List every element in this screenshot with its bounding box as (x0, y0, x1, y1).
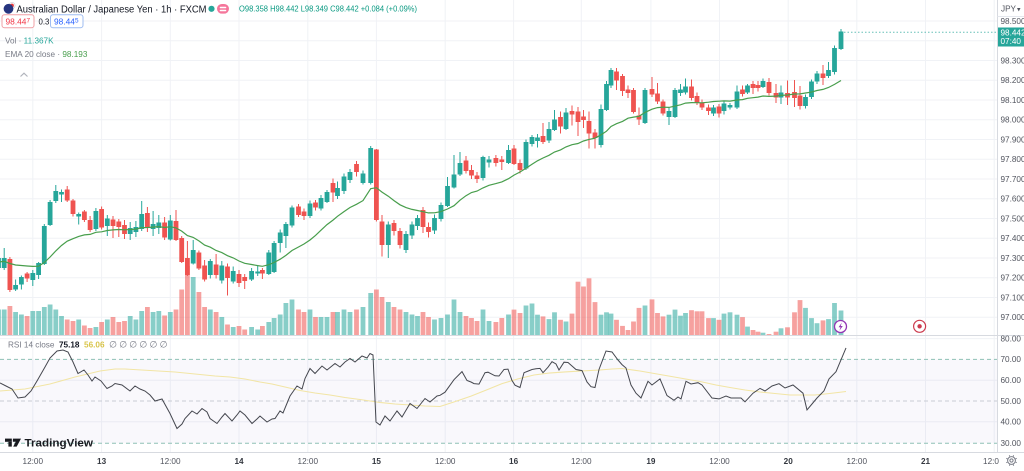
svg-text:98.100: 98.100 (1001, 96, 1024, 105)
svg-text:12:00: 12:00 (709, 457, 730, 466)
svg-text:98.200: 98.200 (1001, 76, 1024, 85)
svg-text:EMA 20 close · 98.193: EMA 20 close · 98.193 (5, 50, 88, 59)
svg-text:12:00: 12:00 (298, 457, 319, 466)
svg-text:16: 16 (509, 457, 519, 466)
svg-text:97.400: 97.400 (1001, 234, 1024, 243)
svg-text:97.600: 97.600 (1001, 195, 1024, 204)
svg-text:0.3: 0.3 (39, 17, 50, 26)
svg-text:21: 21 (921, 457, 931, 466)
svg-text:50.00: 50.00 (1001, 397, 1022, 406)
svg-text:07:40: 07:40 (1001, 37, 1022, 46)
svg-text:97.100: 97.100 (1001, 293, 1024, 302)
svg-text:97.200: 97.200 (1001, 274, 1024, 283)
svg-text:▾: ▾ (1017, 7, 1021, 14)
svg-text:98.000: 98.000 (1001, 116, 1024, 125)
svg-text:40.00: 40.00 (1001, 418, 1022, 427)
svg-text:97.700: 97.700 (1001, 175, 1024, 184)
svg-text:97.000: 97.000 (1001, 313, 1024, 322)
svg-text:19: 19 (646, 457, 656, 466)
svg-text:20: 20 (784, 457, 794, 466)
svg-text:15: 15 (372, 457, 382, 466)
svg-text:30.00: 30.00 (1001, 439, 1022, 448)
svg-text:97.900: 97.900 (1001, 135, 1024, 144)
svg-text:98.500: 98.500 (1001, 17, 1024, 26)
svg-text:80.00: 80.00 (1001, 334, 1022, 343)
svg-text:98.300: 98.300 (1001, 56, 1024, 65)
svg-text:70.00: 70.00 (1001, 355, 1022, 364)
svg-text:98.445: 98.445 (54, 16, 79, 26)
svg-text:Vol · 11.367K: Vol · 11.367K (5, 36, 54, 45)
svg-text:97.500: 97.500 (1001, 214, 1024, 223)
svg-text:98.447: 98.447 (6, 16, 31, 26)
svg-text:13: 13 (97, 457, 107, 466)
svg-text:Australian Dollar / Japanese Y: Australian Dollar / Japanese Yen · 1h · … (17, 5, 207, 16)
svg-text:60.00: 60.00 (1001, 376, 1022, 385)
svg-text:RSI 14 close 75.18 56.06 ∅: RSI 14 close 75.18 56.06 ∅ ∅ ∅ ∅ ∅ ∅ (8, 340, 168, 350)
svg-text:JPY: JPY (1001, 5, 1017, 14)
svg-text:12:00: 12:00 (435, 457, 456, 466)
svg-text:TradingView: TradingView (25, 438, 94, 450)
svg-text:12:00: 12:00 (847, 457, 868, 466)
svg-text:98.442: 98.442 (1001, 29, 1024, 38)
svg-text:14: 14 (234, 457, 244, 466)
svg-text:12:0: 12:0 (983, 457, 999, 466)
svg-text:12:00: 12:00 (571, 457, 592, 466)
svg-text:97.300: 97.300 (1001, 254, 1024, 263)
svg-text:O98.358 H98.442 L98.349 C98.44: O98.358 H98.442 L98.349 C98.442 +0.084 (… (239, 5, 417, 14)
svg-text:12:00: 12:00 (160, 457, 181, 466)
svg-text:97.800: 97.800 (1001, 155, 1024, 164)
svg-text:12:00: 12:00 (23, 457, 44, 466)
